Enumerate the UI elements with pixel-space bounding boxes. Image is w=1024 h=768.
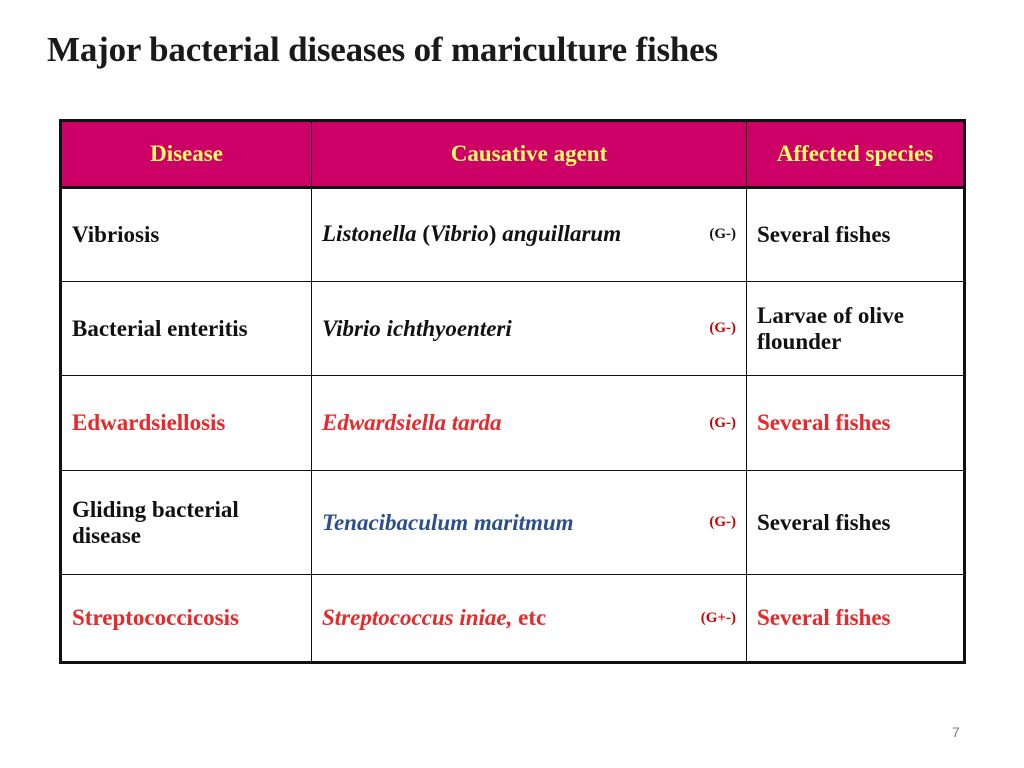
agent-name: Edwardsiella tarda — [322, 410, 502, 435]
gram-badge: (G-) — [709, 514, 736, 530]
table-row: Edwardsiellosis Edwardsiella tarda (G-) … — [60, 375, 965, 471]
table-header-row: Disease Causative agent Affected species — [60, 120, 965, 189]
gram-badge: (G-) — [709, 320, 736, 336]
agent-name: Listonella (Vibrio) anguillarum — [322, 221, 622, 246]
disease-table: Disease Causative agent Affected species… — [59, 119, 966, 664]
header-disease: Disease — [60, 120, 312, 189]
agent-cell: Tenacibaculum maritmum (G-) — [311, 470, 747, 575]
gram-badge: (G+-) — [700, 609, 736, 626]
agent-cell: Streptococcus iniae, etc (G+-) — [311, 574, 747, 663]
agent-cell: Edwardsiella tarda (G-) — [311, 375, 747, 471]
table-row: Gliding bacterial disease Tenacibaculum … — [60, 470, 965, 575]
disease-cell: Streptococcicosis — [60, 574, 312, 663]
species-cell: Several fishes — [746, 187, 965, 282]
disease-cell: Gliding bacterial disease — [60, 470, 312, 575]
agent-cell: Listonella (Vibrio) anguillarum (G-) — [311, 187, 747, 282]
table-row: Streptococcicosis Streptococcus iniae, e… — [60, 574, 965, 663]
gram-badge: (G-) — [709, 225, 736, 242]
agent-cell: Vibrio ichthyoenteri (G-) — [311, 281, 747, 376]
slide-title: Major bacterial diseases of mariculture … — [47, 30, 718, 69]
species-cell: Several fishes — [746, 375, 965, 471]
gram-badge: (G-) — [709, 414, 736, 431]
species-cell: Larvae of olive flounder — [746, 281, 965, 376]
agent-name: Vibrio ichthyoenteri — [322, 315, 512, 341]
header-causative-agent: Causative agent — [311, 120, 747, 189]
disease-cell: Bacterial enteritis — [60, 281, 312, 376]
table-row: Bacterial enteritis Vibrio ichthyoenteri… — [60, 281, 965, 376]
species-cell: Several fishes — [746, 574, 965, 663]
header-affected-species: Affected species — [746, 120, 965, 189]
disease-cell: Vibriosis — [60, 187, 312, 282]
agent-name: Tenacibaculum maritmum — [322, 509, 574, 535]
disease-cell: Edwardsiellosis — [60, 375, 312, 471]
page-number: 7 — [952, 724, 960, 740]
table-row: Vibriosis Listonella (Vibrio) anguillaru… — [60, 187, 965, 282]
species-cell: Several fishes — [746, 470, 965, 575]
agent-name: Streptococcus iniae, etc — [322, 605, 547, 630]
